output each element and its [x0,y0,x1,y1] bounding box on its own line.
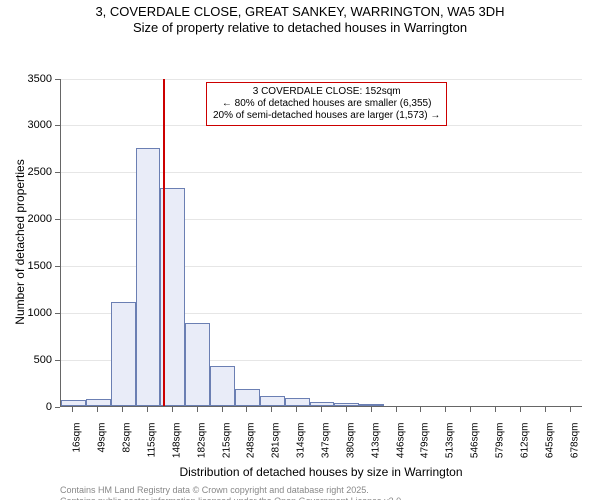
histogram-bar [61,400,86,406]
xtick-label: 248sqm [246,422,257,472]
xtick-label: 148sqm [171,422,182,472]
xtick-mark [470,407,471,412]
xtick-label: 446sqm [395,422,406,472]
callout-box: 3 COVERDALE CLOSE: 152sqm← 80% of detach… [206,82,447,126]
footer-line-1: Contains HM Land Registry data © Crown c… [60,485,404,496]
xtick-mark [97,407,98,412]
callout-line2: ← 80% of detached houses are smaller (6,… [213,98,440,110]
histogram-bar [210,366,235,405]
histogram-bar [86,399,111,406]
ytick-mark [55,172,60,173]
xtick-mark [570,407,571,412]
xtick-label: 314sqm [296,422,307,472]
histogram-bar [111,302,136,405]
callout-line3: 20% of semi-detached houses are larger (… [213,110,440,122]
xtick-label: 182sqm [196,422,207,472]
histogram-bar [136,148,161,406]
xtick-mark [520,407,521,412]
reference-line [163,79,165,406]
ytick-label: 1500 [0,260,52,272]
xtick-mark [197,407,198,412]
xtick-label: 678sqm [569,422,580,472]
xtick-mark [420,407,421,412]
histogram-bar [285,398,310,405]
histogram-bar [260,396,285,405]
ytick-label: 3000 [0,119,52,131]
chart-title-block: 3, COVERDALE CLOSE, GREAT SANKEY, WARRIN… [0,0,600,37]
gridline-h [61,79,582,80]
histogram-bar [185,323,210,405]
xtick-mark [147,407,148,412]
xtick-label: 347sqm [321,422,332,472]
xtick-label: 115sqm [147,422,158,472]
histogram-bar [334,403,359,405]
xtick-label: 380sqm [345,422,356,472]
ytick-label: 2000 [0,213,52,225]
xtick-mark [122,407,123,412]
xtick-mark [495,407,496,412]
ytick-label: 1000 [0,307,52,319]
xtick-mark [545,407,546,412]
xtick-label: 579sqm [495,422,506,472]
histogram-bar [235,389,260,406]
ytick-mark [55,313,60,314]
xtick-label: 479sqm [420,422,431,472]
xtick-mark [445,407,446,412]
ytick-mark [55,360,60,361]
xtick-mark [271,407,272,412]
plot-area: 3 COVERDALE CLOSE: 152sqm← 80% of detach… [60,79,582,407]
xtick-label: 513sqm [445,422,456,472]
xtick-label: 82sqm [122,422,133,472]
xtick-mark [321,407,322,412]
xtick-mark [371,407,372,412]
xtick-label: 612sqm [519,422,530,472]
xtick-label: 413sqm [370,422,381,472]
callout-line1: 3 COVERDALE CLOSE: 152sqm [213,86,440,98]
xtick-label: 645sqm [544,422,555,472]
ytick-mark [55,125,60,126]
xtick-mark [296,407,297,412]
xtick-mark [72,407,73,412]
histogram-bar [359,404,384,406]
histogram-bar [310,402,335,406]
xtick-mark [172,407,173,412]
footer-line-2: Contains public sector information licen… [60,496,404,500]
ytick-label: 2500 [0,166,52,178]
footer-attribution: Contains HM Land Registry data © Crown c… [60,485,404,500]
xtick-label: 215sqm [221,422,232,472]
xtick-mark [346,407,347,412]
ytick-mark [55,219,60,220]
title-line-2: Size of property relative to detached ho… [0,20,600,36]
xtick-mark [396,407,397,412]
ytick-mark [55,79,60,80]
ytick-label: 500 [0,354,52,366]
title-line-1: 3, COVERDALE CLOSE, GREAT SANKEY, WARRIN… [0,4,600,20]
xtick-label: 546sqm [470,422,481,472]
ytick-mark [55,266,60,267]
ytick-mark [55,407,60,408]
xtick-label: 16sqm [72,422,83,472]
ytick-label: 3500 [0,73,52,85]
ytick-label: 0 [0,401,52,413]
xtick-label: 49sqm [97,422,108,472]
xtick-mark [246,407,247,412]
xtick-label: 281sqm [271,422,282,472]
xtick-mark [222,407,223,412]
